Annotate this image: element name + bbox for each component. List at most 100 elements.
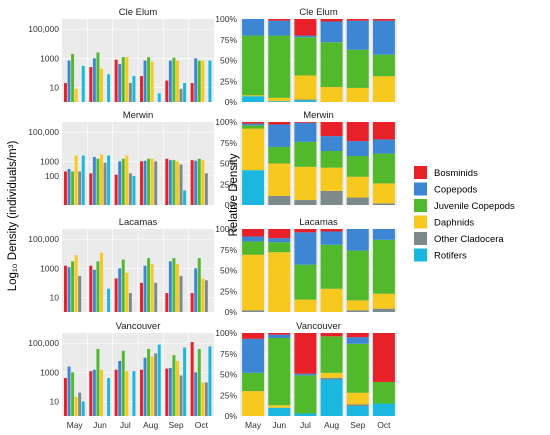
- panel-left-cle-elum: Cle Elum 10 1000 100,000: [28, 7, 214, 102]
- stack-bosminids-sep: [346, 19, 369, 21]
- stack-other-cladocera-jul: [294, 99, 317, 101]
- legend-label: Rotifers: [434, 251, 467, 262]
- x-tick-label: Oct: [377, 420, 391, 430]
- stack-copepods-sep: [346, 20, 369, 50]
- stack-daphnids-jul: [294, 299, 317, 312]
- bar-other-cladocera-aug: [154, 161, 158, 205]
- bar-daphnids-sep: [176, 161, 179, 205]
- stack-rotifers-may: [242, 96, 265, 102]
- y-tick-label: 1000: [40, 53, 59, 63]
- stack-other-cladocera-aug: [320, 190, 343, 205]
- bar-bosminids-sep: [165, 368, 169, 416]
- stack-juvenile-copepods-jul: [294, 141, 317, 167]
- x-tick-label: Aug: [324, 420, 339, 430]
- y-tick-label: 50%: [220, 56, 237, 66]
- legend: Bosminids Copepods Juvenile Copepods Daphni…: [414, 166, 515, 262]
- bar-daphnids-aug: [150, 158, 154, 205]
- bar-bosminids-aug: [140, 161, 143, 205]
- bar-copepods-sep: [168, 60, 172, 102]
- bar-rotifers-aug: [157, 344, 161, 416]
- x-tick-label: May: [245, 420, 262, 430]
- y-tick-label: 25%: [220, 179, 237, 189]
- y-tick-label: 100%: [215, 14, 237, 24]
- bar-bosminids-jun: [89, 265, 93, 312]
- bar-juvenile-copepods-sep: [172, 57, 176, 102]
- bar-bosminids-may: [64, 83, 67, 102]
- legend-item-bosminids: Bosminids: [414, 166, 478, 179]
- bar-rotifers-jun: [107, 288, 111, 312]
- stack-bosminids-aug: [320, 122, 343, 137]
- stack-copepods-sep: [346, 229, 369, 251]
- y-tick-label: 75%: [220, 138, 237, 148]
- bar-juvenile-copepods-may: [71, 261, 75, 312]
- bar-rotifers-jul: [132, 175, 136, 205]
- y-tick-label: 10: [50, 82, 60, 92]
- bar-daphnids-may: [74, 155, 78, 205]
- stack-juvenile-copepods-oct: [372, 239, 395, 294]
- bar-juvenile-copepods-aug: [147, 57, 151, 102]
- y-tick-label: 50%: [220, 159, 237, 169]
- x-tick-label: Sep: [168, 420, 183, 430]
- stack-bosminids-jun: [268, 229, 291, 239]
- bar-juvenile-copepods-oct: [197, 258, 201, 312]
- bar-daphnids-oct: [201, 382, 205, 416]
- x-tick-label: Aug: [143, 420, 158, 430]
- bar-bosminids-oct: [190, 342, 194, 416]
- stack-daphnids-jul: [294, 166, 317, 201]
- bar-juvenile-copepods-oct: [197, 348, 201, 416]
- stack-juvenile-copepods-may: [242, 372, 265, 392]
- stack-daphnids-oct: [372, 293, 395, 309]
- stack-rotifers-sep: [346, 406, 369, 416]
- bar-bosminids-jun: [89, 371, 93, 416]
- stack-other-cladocera-jul: [294, 200, 317, 205]
- stack-juvenile-copepods-jun: [268, 242, 291, 253]
- stack-copepods-sep: [346, 141, 369, 157]
- stack-bosminids-jul: [294, 122, 317, 123]
- stack-copepods-sep: [346, 337, 369, 344]
- bar-bosminids-jun: [89, 67, 93, 102]
- stack-bosminids-sep: [346, 122, 369, 142]
- stack-daphnids-sep: [346, 87, 369, 102]
- stack-daphnids-aug: [320, 87, 343, 102]
- stack-juvenile-copepods-jul: [294, 37, 317, 76]
- stack-bosminids-aug: [320, 333, 343, 337]
- stack-daphnids-jun: [268, 252, 291, 312]
- stack-copepods-jul: [294, 232, 317, 265]
- bar-bosminids-jul: [114, 59, 118, 102]
- stack-juvenile-copepods-sep: [346, 343, 369, 393]
- bar-other-cladocera-may: [78, 392, 82, 416]
- x-tick-label: Sep: [350, 420, 365, 430]
- stack-juvenile-copepods-may: [242, 35, 265, 96]
- bar-copepods-jun: [92, 58, 96, 102]
- stack-bosminids-may: [242, 333, 265, 339]
- stack-copepods-oct: [372, 139, 395, 154]
- stack-juvenile-copepods-jul: [294, 264, 317, 300]
- stack-juvenile-copepods-jun: [268, 35, 291, 98]
- bar-juvenile-copepods-may: [71, 53, 75, 102]
- legend-swatch: [414, 182, 427, 196]
- x-tick-label: Jul: [120, 420, 131, 430]
- stack-daphnids-oct: [372, 183, 395, 204]
- stack-daphnids-sep: [346, 176, 369, 198]
- bar-other-cladocera-oct: [204, 280, 208, 312]
- bar-bosminids-sep: [165, 158, 169, 205]
- stack-copepods-aug: [320, 231, 343, 245]
- stack-daphnids-may: [242, 391, 265, 416]
- stack-juvenile-copepods-aug: [320, 244, 343, 289]
- stack-bosminids-may: [242, 122, 265, 124]
- bar-copepods-sep: [168, 160, 172, 205]
- bar-copepods-aug: [143, 160, 147, 205]
- stack-bosminids-jul: [294, 19, 317, 36]
- x-tick-label: Jul: [300, 420, 311, 430]
- panel-right-vancouver: Vancouver 0% 25% 50% 75% 100% May Jun Jul Aug Sep O…: [215, 321, 397, 430]
- bar-copepods-oct: [194, 160, 198, 205]
- bar-copepods-sep: [168, 261, 172, 312]
- stack-juvenile-copepods-jun: [268, 337, 291, 406]
- stack-daphnids-jun: [268, 405, 291, 408]
- bar-other-cladocera-sep: [179, 375, 183, 416]
- bar-rotifers-sep: [183, 190, 187, 205]
- bar-juvenile-copepods-aug: [147, 258, 151, 312]
- bar-rotifers-jul: [132, 371, 136, 416]
- stack-daphnids-sep: [346, 392, 369, 405]
- bar-bosminids-jul: [114, 174, 118, 205]
